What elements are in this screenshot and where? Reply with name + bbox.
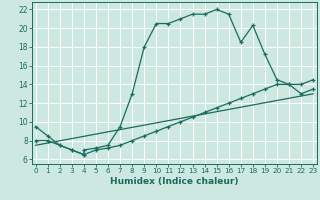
X-axis label: Humidex (Indice chaleur): Humidex (Indice chaleur) [110,177,239,186]
